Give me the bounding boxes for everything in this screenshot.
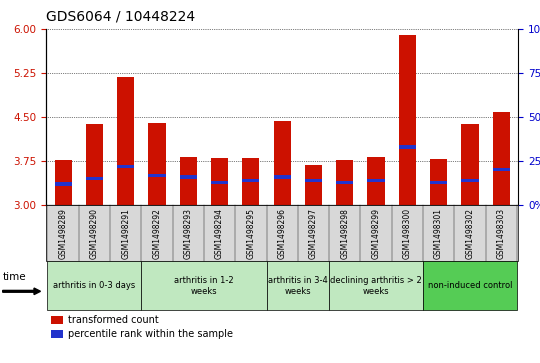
Text: GSM1498300: GSM1498300 [403,208,412,259]
Text: transformed count: transformed count [68,315,158,325]
Bar [274,121,291,205]
Text: GSM1498295: GSM1498295 [246,208,255,259]
Bar [211,181,228,184]
Bar [55,160,72,205]
Bar [336,181,353,184]
Bar [86,177,103,180]
Bar [305,165,322,205]
Text: GSM1498293: GSM1498293 [184,208,193,259]
Text: GSM1498296: GSM1498296 [278,208,287,259]
Text: GSM1498294: GSM1498294 [215,208,224,259]
Text: time: time [3,272,26,282]
Bar [211,158,228,205]
Bar [367,157,384,205]
Bar [117,77,134,205]
Text: arthritis in 1-2
weeks: arthritis in 1-2 weeks [174,276,234,295]
Bar [180,157,197,205]
Bar [55,182,72,185]
Text: GSM1498303: GSM1498303 [497,208,505,259]
Bar [117,165,134,168]
Bar [430,181,447,184]
Text: GSM1498299: GSM1498299 [372,208,381,259]
Bar [430,159,447,205]
Bar [461,179,478,182]
Text: non-induced control: non-induced control [428,281,512,290]
Bar [86,124,103,205]
Text: GSM1498297: GSM1498297 [309,208,318,259]
Bar [399,35,416,205]
Text: arthritis in 0-3 days: arthritis in 0-3 days [53,281,136,290]
Bar [274,175,291,179]
Bar [492,113,510,205]
Bar [242,179,259,182]
Bar [148,174,166,177]
Text: GDS6064 / 10448224: GDS6064 / 10448224 [46,9,195,23]
Bar [148,123,166,205]
Text: GSM1498298: GSM1498298 [340,208,349,259]
Text: percentile rank within the sample: percentile rank within the sample [68,329,233,339]
Text: GSM1498290: GSM1498290 [90,208,99,259]
Bar [242,158,259,205]
Text: GSM1498289: GSM1498289 [59,208,68,259]
Bar [492,168,510,171]
Text: GSM1498302: GSM1498302 [465,208,475,259]
Text: GSM1498292: GSM1498292 [152,208,161,259]
Bar [336,160,353,205]
Bar [367,179,384,182]
Text: arthritis in 3-4
weeks: arthritis in 3-4 weeks [268,276,328,295]
Bar [180,175,197,179]
Text: declining arthritis > 2
weeks: declining arthritis > 2 weeks [330,276,422,295]
Text: GSM1498301: GSM1498301 [434,208,443,259]
Bar [305,179,322,182]
Bar [461,124,478,205]
Text: GSM1498291: GSM1498291 [121,208,130,259]
Bar [399,146,416,148]
